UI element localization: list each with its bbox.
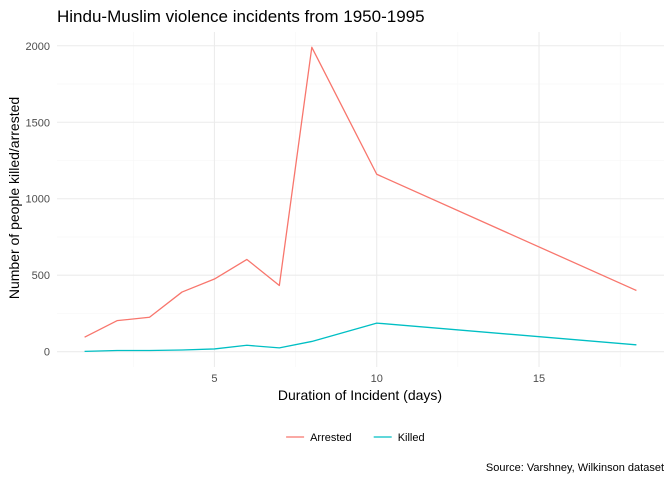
series-line-killed [84, 322, 637, 353]
y-tick-label: 2000 [26, 41, 50, 53]
y-tick-label: 500 [32, 270, 50, 282]
series-lines [84, 46, 637, 353]
legend-label-arrested: Arrested [310, 432, 352, 444]
y-tick-label: 1500 [26, 117, 50, 129]
y-tick-label: 1000 [26, 194, 50, 206]
grid [57, 32, 664, 367]
y-tick-label: 0 [44, 347, 50, 359]
series-line-arrested [84, 46, 637, 338]
chart-title: Hindu-Muslim violence incidents from 195… [57, 7, 425, 26]
x-tick-label: 5 [211, 373, 217, 385]
y-axis-title: Number of people killed/arrested [6, 97, 22, 299]
axis-ticks: 5 10 15 0 500 1000 1500 2000 [26, 41, 546, 385]
legend: Arrested Killed [286, 432, 425, 444]
x-tick-label: 15 [533, 373, 545, 385]
caption: Source: Varshney, Wilkinson dataset [486, 462, 664, 474]
x-axis-title: Duration of Incident (days) [278, 387, 442, 403]
x-tick-label: 10 [371, 373, 383, 385]
legend-label-killed: Killed [398, 432, 425, 444]
